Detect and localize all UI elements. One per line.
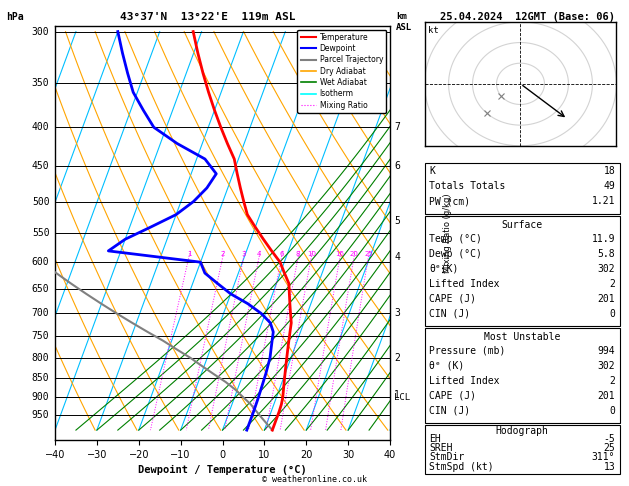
Text: 350: 350 <box>32 78 50 88</box>
Text: Surface: Surface <box>501 220 543 230</box>
Text: 4: 4 <box>394 252 400 261</box>
Text: 16: 16 <box>335 251 345 257</box>
Text: 11.9: 11.9 <box>592 234 615 244</box>
Text: hPa: hPa <box>6 12 24 22</box>
Text: Lifted Index: Lifted Index <box>429 376 499 386</box>
Text: 3: 3 <box>242 251 246 257</box>
Text: CAPE (J): CAPE (J) <box>429 294 476 304</box>
Text: 2: 2 <box>610 278 615 289</box>
Text: 750: 750 <box>32 331 50 341</box>
Text: 1: 1 <box>394 390 400 400</box>
Text: 201: 201 <box>598 391 615 401</box>
Text: Totals Totals: Totals Totals <box>429 181 505 191</box>
Text: Lifted Index: Lifted Index <box>429 278 499 289</box>
Text: 600: 600 <box>32 257 50 267</box>
Text: StmDir: StmDir <box>429 452 464 462</box>
Text: θᵉ (K): θᵉ (K) <box>429 361 464 371</box>
Text: 400: 400 <box>32 122 50 132</box>
Text: 4: 4 <box>257 251 262 257</box>
Text: EH: EH <box>429 434 441 444</box>
Text: 0: 0 <box>610 309 615 319</box>
Text: 2: 2 <box>221 251 225 257</box>
Text: 49: 49 <box>603 181 615 191</box>
Text: 25: 25 <box>603 443 615 453</box>
Text: 700: 700 <box>32 309 50 318</box>
Text: LCL: LCL <box>394 393 410 401</box>
Text: 20: 20 <box>350 251 359 257</box>
Text: 302: 302 <box>598 264 615 274</box>
Text: 994: 994 <box>598 346 615 356</box>
Text: 3: 3 <box>394 309 400 318</box>
Text: 7: 7 <box>394 122 400 132</box>
X-axis label: Dewpoint / Temperature (°C): Dewpoint / Temperature (°C) <box>138 465 307 475</box>
Text: 1: 1 <box>187 251 191 257</box>
Text: 302: 302 <box>598 361 615 371</box>
Text: 800: 800 <box>32 353 50 363</box>
Text: Hodograph: Hodograph <box>496 426 548 436</box>
Text: Temp (°C): Temp (°C) <box>429 234 482 244</box>
Text: SREH: SREH <box>429 443 452 453</box>
Text: Mixing Ratio (g/kg): Mixing Ratio (g/kg) <box>443 193 452 273</box>
Text: 10: 10 <box>307 251 316 257</box>
Text: © weatheronline.co.uk: © weatheronline.co.uk <box>262 474 367 484</box>
Text: 43°37'N  13°22'E  119m ASL: 43°37'N 13°22'E 119m ASL <box>120 12 296 22</box>
Text: 201: 201 <box>598 294 615 304</box>
Text: 1.21: 1.21 <box>592 196 615 207</box>
Text: Pressure (mb): Pressure (mb) <box>429 346 505 356</box>
Text: StmSpd (kt): StmSpd (kt) <box>429 462 494 471</box>
Text: θᵉ(K): θᵉ(K) <box>429 264 459 274</box>
Text: CIN (J): CIN (J) <box>429 309 470 319</box>
Text: 25.04.2024  12GMT (Base: 06): 25.04.2024 12GMT (Base: 06) <box>440 12 615 22</box>
Text: CAPE (J): CAPE (J) <box>429 391 476 401</box>
Text: Dewp (°C): Dewp (°C) <box>429 249 482 259</box>
Text: 311°: 311° <box>592 452 615 462</box>
Text: 900: 900 <box>32 392 50 402</box>
Text: 2: 2 <box>610 376 615 386</box>
Text: kt: kt <box>428 26 439 35</box>
Text: 950: 950 <box>32 410 50 420</box>
Text: km
ASL: km ASL <box>396 12 413 32</box>
Text: 6: 6 <box>279 251 284 257</box>
Text: 8: 8 <box>296 251 301 257</box>
Text: 25: 25 <box>364 251 373 257</box>
Text: -5: -5 <box>603 434 615 444</box>
Text: 550: 550 <box>32 228 50 238</box>
Legend: Temperature, Dewpoint, Parcel Trajectory, Dry Adiabat, Wet Adiabat, Isotherm, Mi: Temperature, Dewpoint, Parcel Trajectory… <box>298 30 386 113</box>
Text: 18: 18 <box>603 166 615 175</box>
Text: 5: 5 <box>394 216 400 226</box>
Text: 300: 300 <box>32 27 50 36</box>
Text: 2: 2 <box>394 353 400 363</box>
Text: 650: 650 <box>32 284 50 294</box>
Text: 0: 0 <box>610 406 615 416</box>
Text: PW (cm): PW (cm) <box>429 196 470 207</box>
Text: K: K <box>429 166 435 175</box>
Text: CIN (J): CIN (J) <box>429 406 470 416</box>
Text: Most Unstable: Most Unstable <box>484 332 560 342</box>
Text: 6: 6 <box>394 161 400 172</box>
Text: 850: 850 <box>32 373 50 383</box>
Text: 5.8: 5.8 <box>598 249 615 259</box>
Text: 500: 500 <box>32 196 50 207</box>
Text: 13: 13 <box>603 462 615 471</box>
Text: 450: 450 <box>32 161 50 172</box>
